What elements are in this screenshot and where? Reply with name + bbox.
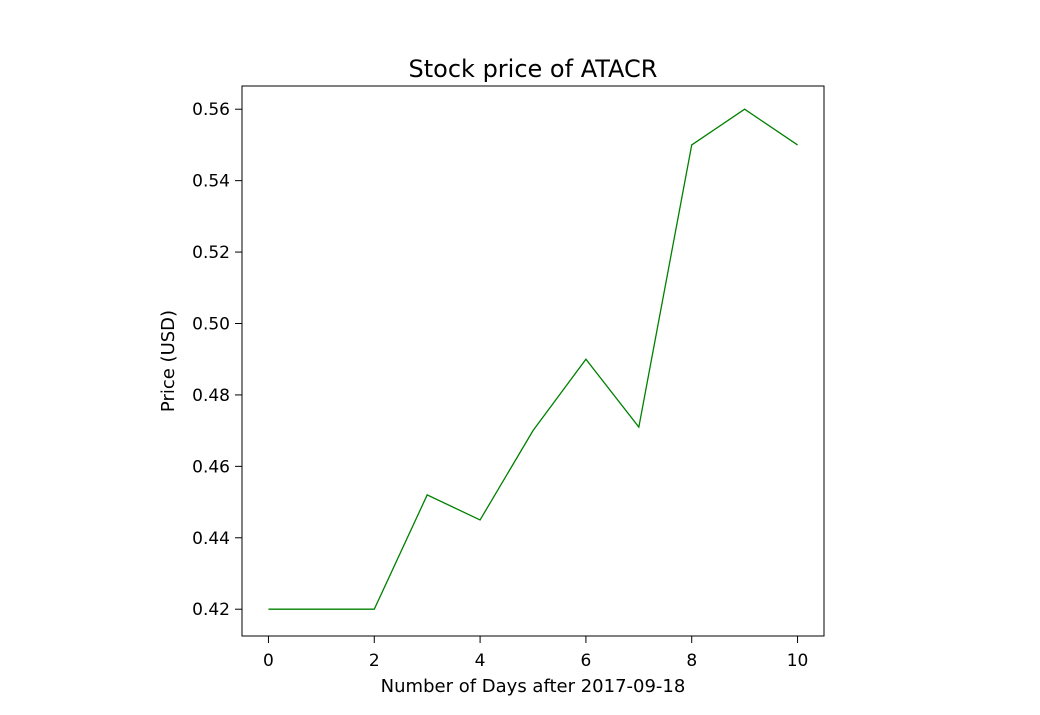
x-tick-label: 4 (475, 651, 486, 671)
x-tick-label: 0 (263, 651, 274, 671)
series-layer (268, 108, 798, 610)
data-point (425, 492, 430, 497)
data-point (583, 357, 588, 362)
x-tick-label: 8 (686, 651, 697, 671)
y-axis-label: Price (USD) (158, 310, 179, 412)
x-axis: 0 2 4 6 8 10 (263, 636, 808, 671)
data-point (319, 607, 324, 612)
plot-area (241, 85, 825, 637)
x-tick-label: 6 (580, 651, 591, 671)
chart-title: Stock price of ATACR (409, 55, 658, 83)
y-tick-label: 0.52 (192, 243, 230, 263)
x-axis-label: Number of Days after 2017-09-18 (381, 676, 686, 697)
data-point (636, 425, 641, 430)
data-points (266, 107, 800, 612)
data-point (372, 607, 377, 612)
y-tick-label: 0.48 (192, 386, 230, 406)
data-point (266, 607, 271, 612)
data-point (689, 142, 694, 147)
y-tick-label: 0.54 (192, 172, 230, 192)
data-point (795, 142, 800, 147)
y-tick-label: 0.44 (192, 529, 230, 549)
y-tick-label: 0.42 (192, 600, 230, 620)
y-tick-label: 0.46 (192, 457, 230, 477)
data-point (531, 428, 536, 433)
data-point (742, 107, 747, 112)
x-tick-label: 10 (787, 651, 809, 671)
y-tick-label: 0.56 (192, 100, 230, 120)
y-axis: 0.42 0.44 0.46 0.48 0.50 0.52 0.54 0.56 (192, 100, 242, 620)
y-tick-label: 0.50 (192, 315, 230, 335)
data-point (478, 517, 483, 522)
x-tick-label: 2 (369, 651, 380, 671)
series-line (268, 108, 798, 610)
